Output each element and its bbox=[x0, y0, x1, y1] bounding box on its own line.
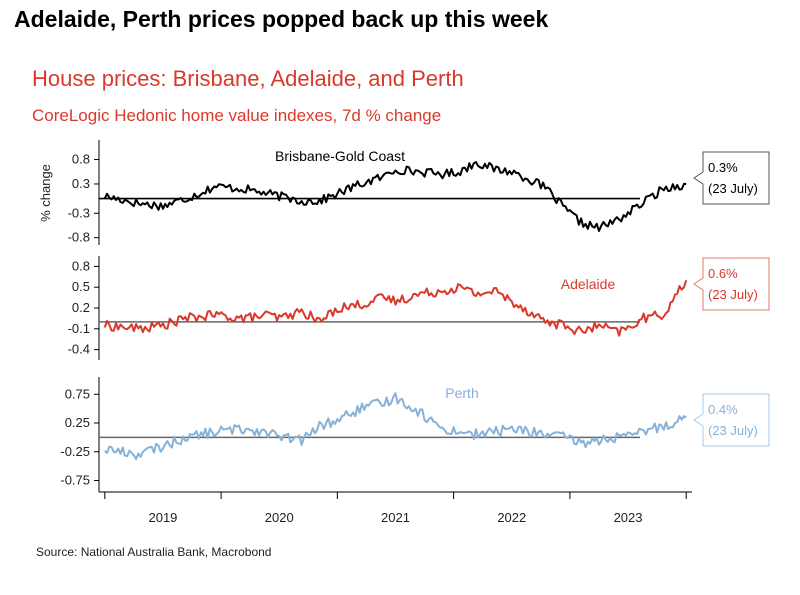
headline: Adelaide, Perth prices popped back up th… bbox=[14, 6, 549, 32]
y-tick-label: -0.4 bbox=[68, 342, 90, 357]
y-tick-label: 0.75 bbox=[65, 386, 90, 401]
callout-value: 0.3% bbox=[708, 160, 738, 175]
series-line-adelaide bbox=[103, 280, 688, 337]
y-tick-label: 0.3 bbox=[72, 176, 90, 191]
x-tick-label: 2019 bbox=[148, 510, 177, 525]
y-tick-label: 0.8 bbox=[72, 152, 90, 167]
x-tick-label: 2023 bbox=[614, 510, 643, 525]
callout-box bbox=[693, 151, 770, 205]
x-tick-label: 2022 bbox=[497, 510, 526, 525]
callout-box bbox=[693, 257, 770, 311]
callout-date: (23 July) bbox=[708, 287, 758, 302]
y-tick-label: 0.2 bbox=[72, 300, 90, 315]
callout-date: (23 July) bbox=[708, 423, 758, 438]
y-tick-label: 0.5 bbox=[72, 279, 90, 294]
y-tick-label: -0.1 bbox=[68, 321, 90, 336]
series-line-perth bbox=[104, 392, 687, 461]
callout-box bbox=[693, 393, 770, 447]
series-line-brisbane bbox=[103, 161, 687, 232]
y-tick-label: 0.8 bbox=[72, 258, 90, 273]
chart-subtitle: CoreLogic Hedonic home value indexes, 7d… bbox=[32, 106, 442, 125]
series-label-adelaide: Adelaide bbox=[561, 276, 616, 292]
callout-date: (23 July) bbox=[708, 181, 758, 196]
y-tick-label: -0.25 bbox=[60, 444, 90, 459]
y-tick-label: -0.8 bbox=[68, 230, 90, 245]
chart-title: House prices: Brisbane, Adelaide, and Pe… bbox=[32, 66, 464, 91]
y-tick-label: 0.25 bbox=[65, 415, 90, 430]
series-label-brisbane: Brisbane-Gold Coast bbox=[275, 148, 405, 164]
source-note: Source: National Australia Bank, Macrobo… bbox=[36, 545, 272, 559]
callout-value: 0.4% bbox=[708, 402, 738, 417]
y-tick-label: -0.75 bbox=[60, 473, 90, 488]
x-tick-label: 2021 bbox=[381, 510, 410, 525]
series-label-perth: Perth bbox=[445, 385, 478, 401]
callout-value: 0.6% bbox=[708, 266, 738, 281]
y-tick-label: -0.3 bbox=[68, 205, 90, 220]
y-axis-title: % change bbox=[38, 164, 53, 222]
x-tick-label: 2020 bbox=[265, 510, 294, 525]
